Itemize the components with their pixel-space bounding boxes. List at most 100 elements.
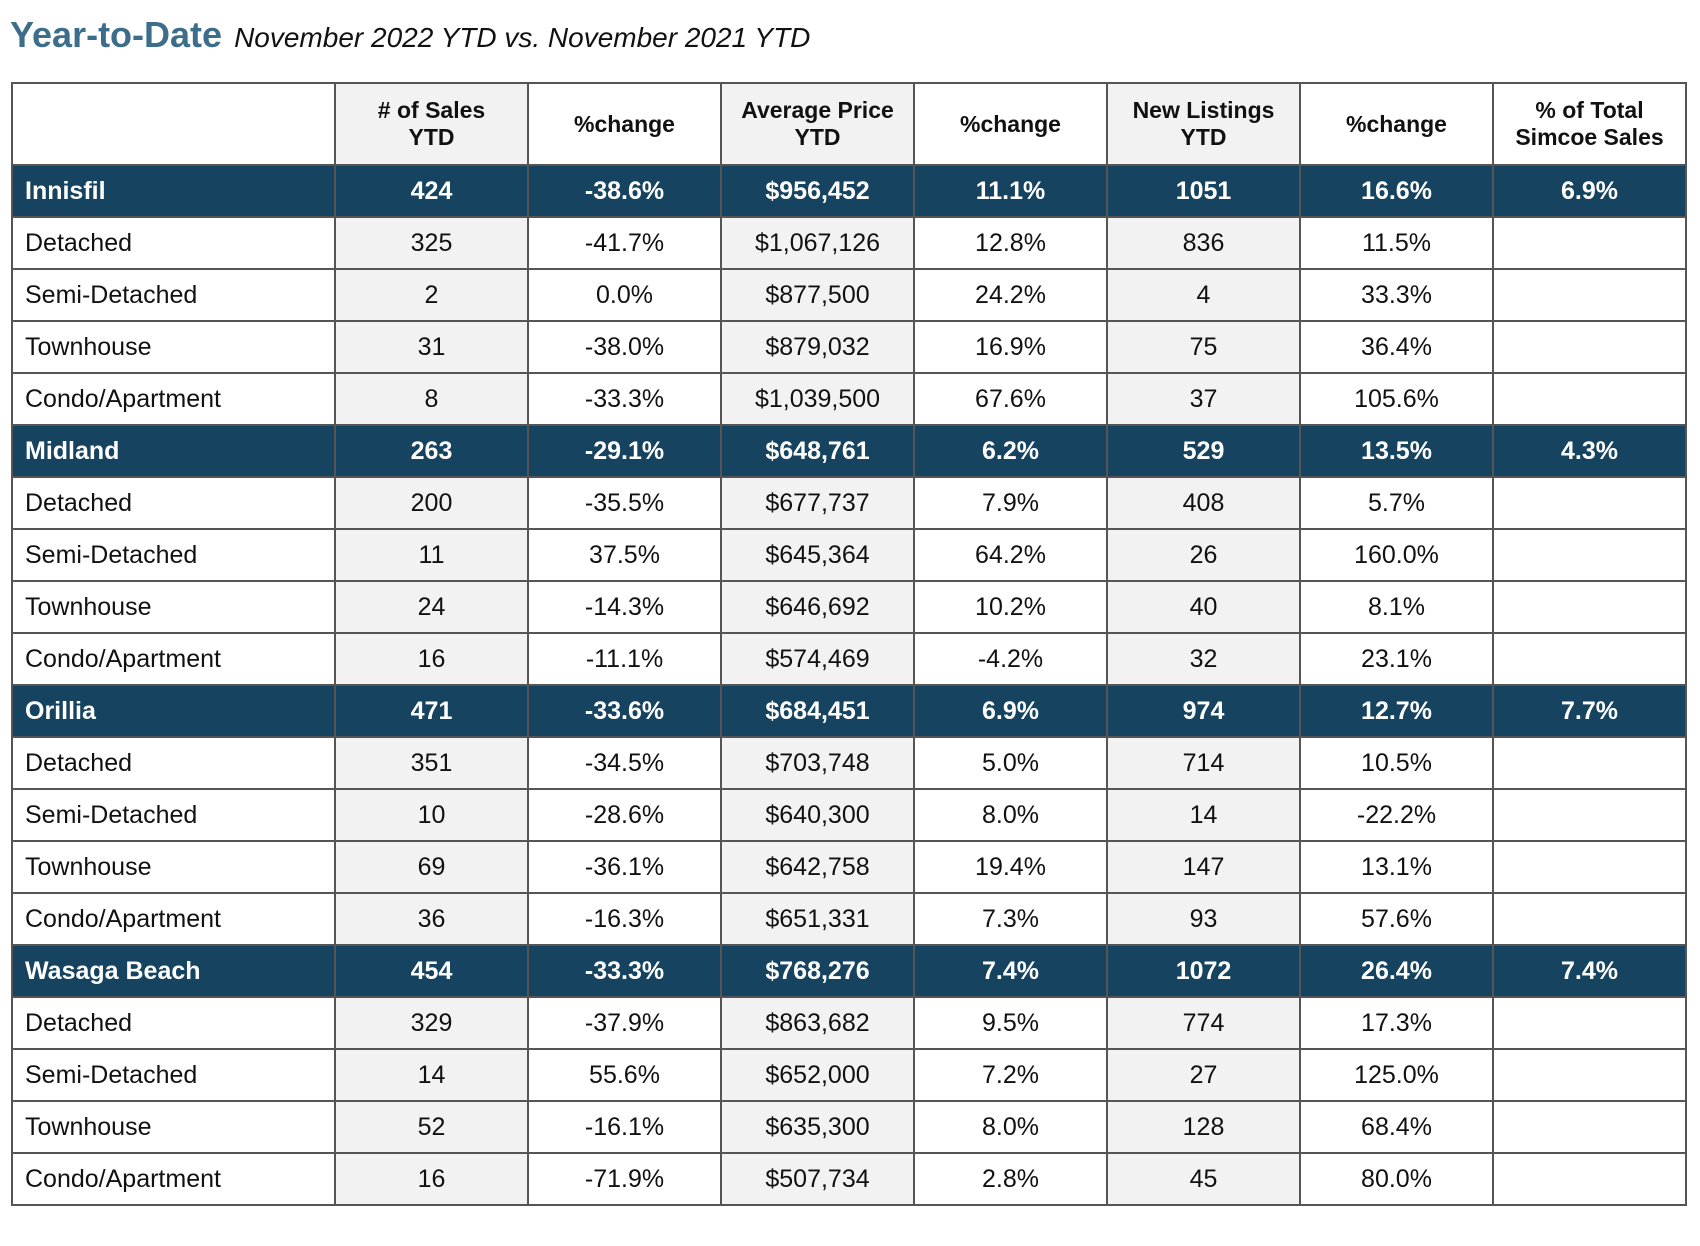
property-type-row: Semi-Detached 2 0.0% $877,500 24.2% 4 33.3% <box>11 268 1687 322</box>
cell-share-of-simcoe-sales <box>1492 632 1687 686</box>
cell-price-change: 24.2% <box>913 268 1108 322</box>
cell-new-listings-ytd: 408 <box>1106 476 1301 530</box>
cell-sales-ytd: 351 <box>334 736 529 790</box>
cell-sales-ytd: 454 <box>334 944 529 998</box>
cell-new-listings-ytd: 45 <box>1106 1152 1301 1206</box>
cell-share-of-simcoe-sales <box>1492 580 1687 634</box>
cell-listings-change: 16.6% <box>1299 164 1494 218</box>
cell-listings-change: 5.7% <box>1299 476 1494 530</box>
cell-listings-change: -22.2% <box>1299 788 1494 842</box>
cell-area-name: Semi-Detached <box>11 1048 336 1102</box>
cell-sales-change: -34.5% <box>527 736 722 790</box>
cell-sales-change: -14.3% <box>527 580 722 634</box>
cell-average-price-ytd: $635,300 <box>720 1100 915 1154</box>
cell-share-of-simcoe-sales <box>1492 892 1687 946</box>
cell-average-price-ytd: $877,500 <box>720 268 915 322</box>
page-heading: Year-to-Date November 2022 YTD vs. Novem… <box>10 14 810 62</box>
cell-listings-change: 36.4% <box>1299 320 1494 374</box>
cell-area-name: Detached <box>11 996 336 1050</box>
cell-price-change: 10.2% <box>913 580 1108 634</box>
cell-price-change: 67.6% <box>913 372 1108 426</box>
cell-price-change: 2.8% <box>913 1152 1108 1206</box>
cell-new-listings-ytd: 1072 <box>1106 944 1301 998</box>
region-summary-row: Orillia 471 -33.6% $684,451 6.9% 974 12.7% 7.7% <box>11 684 1687 738</box>
cell-area-name: Townhouse <box>11 580 336 634</box>
property-type-row: Condo/Apartment 8 -33.3% $1,039,500 67.6% 37 1… <box>11 372 1687 426</box>
cell-average-price-ytd: $684,451 <box>720 684 915 738</box>
cell-new-listings-ytd: 714 <box>1106 736 1301 790</box>
cell-share-of-simcoe-sales <box>1492 736 1687 790</box>
property-type-row: Townhouse 52 -16.1% $635,300 8.0% 128 68.4% <box>11 1100 1687 1154</box>
cell-price-change: -4.2% <box>913 632 1108 686</box>
cell-average-price-ytd: $645,364 <box>720 528 915 582</box>
cell-sales-change: -35.5% <box>527 476 722 530</box>
cell-sales-ytd: 14 <box>334 1048 529 1102</box>
cell-average-price-ytd: $879,032 <box>720 320 915 374</box>
cell-area-name: Innisfil <box>11 164 336 218</box>
cell-area-name: Detached <box>11 736 336 790</box>
cell-sales-change: -33.6% <box>527 684 722 738</box>
cell-area-name: Condo/Apartment <box>11 372 336 426</box>
cell-sales-ytd: 36 <box>334 892 529 946</box>
cell-sales-ytd: 24 <box>334 580 529 634</box>
cell-sales-ytd: 52 <box>334 1100 529 1154</box>
cell-area-name: Midland <box>11 424 336 478</box>
cell-share-of-simcoe-sales <box>1492 1048 1687 1102</box>
header-line: %change <box>960 110 1061 137</box>
cell-price-change: 7.9% <box>913 476 1108 530</box>
cell-sales-change: -11.1% <box>527 632 722 686</box>
cell-sales-change: 0.0% <box>527 268 722 322</box>
cell-area-name: Detached <box>11 216 336 270</box>
cell-area-name: Townhouse <box>11 320 336 374</box>
cell-new-listings-ytd: 774 <box>1106 996 1301 1050</box>
cell-sales-change: -29.1% <box>527 424 722 478</box>
cell-average-price-ytd: $642,758 <box>720 840 915 894</box>
column-header-average-price-ytd: Average Price YTD <box>720 82 915 166</box>
column-header-new-listings-ytd: New Listings YTD <box>1106 82 1301 166</box>
property-type-row: Detached 325 -41.7% $1,067,126 12.8% 836 11.5% <box>11 216 1687 270</box>
page-subtitle: November 2022 YTD vs. November 2021 YTD <box>234 22 811 53</box>
cell-share-of-simcoe-sales <box>1492 1152 1687 1206</box>
cell-sales-ytd: 2 <box>334 268 529 322</box>
cell-new-listings-ytd: 27 <box>1106 1048 1301 1102</box>
cell-sales-change: -33.3% <box>527 944 722 998</box>
cell-area-name: Detached <box>11 476 336 530</box>
page-title: Year-to-Date <box>10 14 223 55</box>
cell-new-listings-ytd: 1051 <box>1106 164 1301 218</box>
cell-share-of-simcoe-sales <box>1492 528 1687 582</box>
property-type-row: Townhouse 31 -38.0% $879,032 16.9% 75 36.4% <box>11 320 1687 374</box>
cell-new-listings-ytd: 974 <box>1106 684 1301 738</box>
header-line: % of Total <box>1535 97 1644 123</box>
cell-average-price-ytd: $648,761 <box>720 424 915 478</box>
ytd-sales-table: # of Sales YTD %change Average Price YTD… <box>11 82 1687 1206</box>
cell-sales-ytd: 69 <box>334 840 529 894</box>
cell-sales-change: 55.6% <box>527 1048 722 1102</box>
cell-average-price-ytd: $640,300 <box>720 788 915 842</box>
cell-listings-change: 12.7% <box>1299 684 1494 738</box>
cell-share-of-simcoe-sales <box>1492 372 1687 426</box>
cell-new-listings-ytd: 128 <box>1106 1100 1301 1154</box>
cell-new-listings-ytd: 529 <box>1106 424 1301 478</box>
property-type-row: Condo/Apartment 36 -16.3% $651,331 7.3% 93 57.… <box>11 892 1687 946</box>
region-summary-row: Midland 263 -29.1% $648,761 6.2% 529 13.5% 4.3% <box>11 424 1687 478</box>
cell-average-price-ytd: $507,734 <box>720 1152 915 1206</box>
cell-sales-change: -16.1% <box>527 1100 722 1154</box>
cell-share-of-simcoe-sales <box>1492 320 1687 374</box>
cell-listings-change: 23.1% <box>1299 632 1494 686</box>
cell-listings-change: 13.1% <box>1299 840 1494 894</box>
property-type-row: Semi-Detached 11 37.5% $645,364 64.2% 26 160.0… <box>11 528 1687 582</box>
cell-listings-change: 125.0% <box>1299 1048 1494 1102</box>
cell-average-price-ytd: $1,067,126 <box>720 216 915 270</box>
cell-new-listings-ytd: 26 <box>1106 528 1301 582</box>
cell-share-of-simcoe-sales <box>1492 476 1687 530</box>
cell-share-of-simcoe-sales <box>1492 840 1687 894</box>
header-line: YTD <box>1180 124 1227 150</box>
cell-area-name: Orillia <box>11 684 336 738</box>
cell-share-of-simcoe-sales <box>1492 996 1687 1050</box>
cell-sales-change: 37.5% <box>527 528 722 582</box>
property-type-row: Semi-Detached 10 -28.6% $640,300 8.0% 14 -22.2… <box>11 788 1687 842</box>
cell-area-name: Townhouse <box>11 1100 336 1154</box>
cell-area-name: Condo/Apartment <box>11 632 336 686</box>
cell-price-change: 7.4% <box>913 944 1108 998</box>
cell-price-change: 7.2% <box>913 1048 1108 1102</box>
